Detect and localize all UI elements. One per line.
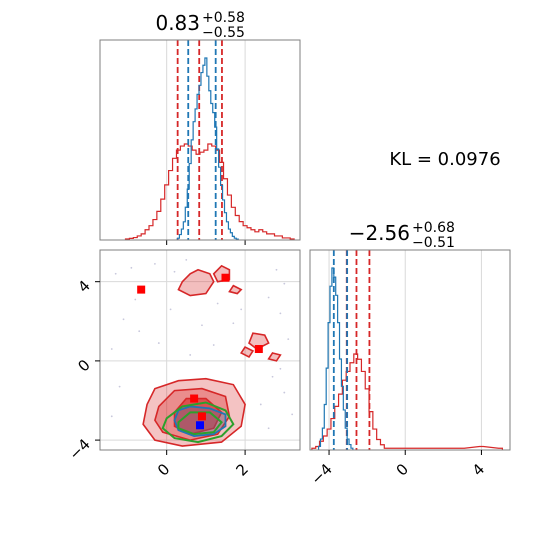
joint-sample-point bbox=[232, 322, 235, 325]
marginal-y-x-ticks: −4 0 4 bbox=[308, 450, 488, 488]
joint-green-contour-inner bbox=[177, 411, 223, 436]
joint-sample-point bbox=[138, 330, 141, 333]
marginal-y-tick-label: 4 bbox=[469, 460, 488, 479]
marginal-x-title-value: 0.83 bbox=[155, 11, 200, 35]
joint-sample-point bbox=[130, 266, 133, 269]
joint-y-ticks: −4 0 4 bbox=[65, 277, 100, 464]
joint-sample-point bbox=[271, 375, 274, 378]
marginal-x-series bbox=[124, 40, 295, 240]
joint-red-contour-island bbox=[240, 345, 255, 358]
joint-sample-point bbox=[267, 296, 270, 299]
joint-sample-point bbox=[110, 415, 113, 418]
joint-sample-point bbox=[267, 427, 270, 430]
joint-sample-point bbox=[201, 324, 203, 327]
marginal-x-histogram-series-0 bbox=[124, 143, 295, 240]
joint-sample-point bbox=[185, 259, 188, 261]
marginal-x-histogram-series-1 bbox=[176, 57, 239, 240]
joint-sample-point bbox=[212, 344, 215, 346]
marginal-y-series bbox=[311, 250, 503, 450]
joint-sample-point bbox=[275, 268, 278, 271]
joint-sample-point bbox=[114, 272, 117, 275]
joint-sample-point bbox=[240, 308, 243, 311]
joint-sample-point bbox=[279, 312, 282, 315]
marginal-x-grid bbox=[166, 40, 246, 245]
marginal-y-tick-label: −4 bbox=[308, 460, 336, 488]
joint-sample-point bbox=[287, 338, 290, 341]
kl-annotation: KL = 0.0976 bbox=[389, 149, 500, 170]
joint-x-tick-label: 2 bbox=[232, 460, 251, 479]
joint-grid bbox=[100, 250, 300, 450]
joint-red-contour-island bbox=[228, 284, 243, 295]
marginal-y-title-value: −2.56 bbox=[349, 221, 410, 245]
joint-sample-point bbox=[134, 298, 137, 301]
joint-frame bbox=[99, 249, 301, 451]
joint-red-contour-island bbox=[267, 352, 282, 362]
joint-marker-point bbox=[196, 421, 204, 430]
marginal-y-histogram-series-0 bbox=[311, 353, 503, 450]
joint-sample-point bbox=[279, 367, 282, 370]
joint-marker-point bbox=[137, 285, 146, 294]
marginal-y-title-lower: −0.51 bbox=[412, 235, 455, 251]
joint-sample-point bbox=[122, 318, 125, 321]
joint-sample-point bbox=[169, 308, 172, 311]
marginal-x-title-lower: −0.55 bbox=[202, 25, 245, 41]
joint-sample-point bbox=[118, 385, 121, 388]
joint-y-tick-label: −4 bbox=[65, 435, 93, 463]
joint-series bbox=[110, 259, 294, 447]
marginal-x-frame bbox=[99, 39, 301, 241]
joint-sample-point bbox=[283, 282, 286, 285]
marginal-y-frame bbox=[309, 249, 511, 451]
joint-green-contour-outer bbox=[161, 401, 235, 444]
joint-sample-point bbox=[189, 354, 192, 356]
joint-red-contour-island bbox=[177, 268, 215, 297]
joint-marker-point bbox=[254, 345, 263, 354]
joint-sample-point bbox=[259, 403, 262, 406]
joint-sample-point bbox=[216, 302, 219, 305]
marginal-y-histogram-series-1 bbox=[317, 267, 354, 450]
joint-marker-point bbox=[197, 412, 206, 421]
joint-y-tick-label: 4 bbox=[74, 277, 93, 296]
joint-x-tick-label: 0 bbox=[154, 460, 173, 479]
marginal-y-tick-label: 0 bbox=[393, 460, 412, 479]
joint-marker-point bbox=[190, 394, 199, 403]
marginal-y-title-upper: +0.68 bbox=[412, 220, 455, 236]
joint-sample-point bbox=[154, 262, 156, 265]
joint-sample-point bbox=[173, 270, 176, 273]
joint-marker-point bbox=[221, 273, 230, 282]
marginal-x-panel: 0.83 +0.58 −0.55 bbox=[99, 10, 301, 245]
joint-sample-point bbox=[283, 391, 286, 394]
joint-y-tick-label: 0 bbox=[74, 356, 93, 375]
marginal-x-title-upper: +0.58 bbox=[202, 10, 245, 26]
joint-sample-point bbox=[157, 342, 160, 344]
joint-sample-point bbox=[110, 348, 113, 350]
marginal-y-panel: −2.56 +0.68 −0.51 −4 0 4 bbox=[308, 220, 511, 488]
joint-sample-point bbox=[291, 413, 294, 416]
marginal-y-grid bbox=[328, 250, 482, 450]
